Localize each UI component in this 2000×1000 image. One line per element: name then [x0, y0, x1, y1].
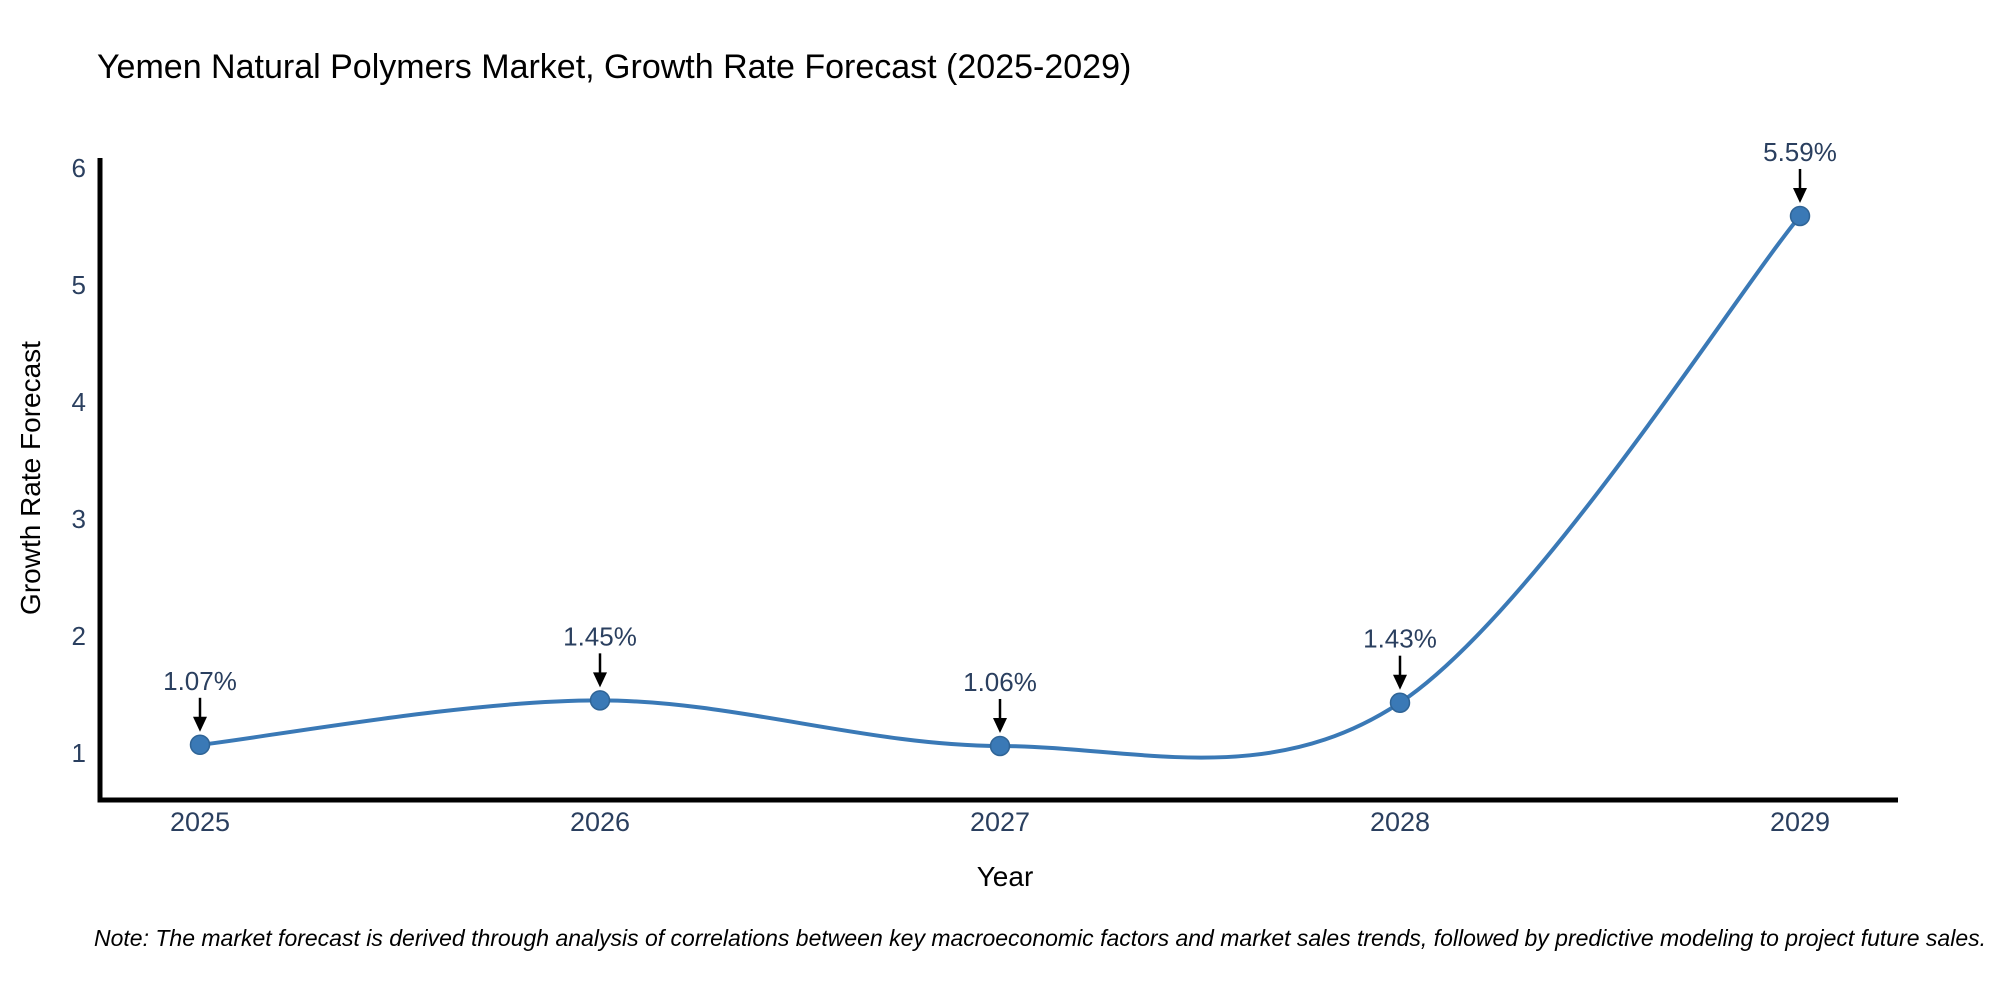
data-point-marker	[189, 734, 211, 756]
plot-area: 1 2 3 4 5 6 2025 2026 2027 2028 2029 1.07% 1.45% 1.06…	[72, 137, 1898, 837]
annotation-arrowhead	[1393, 674, 1407, 690]
y-tick-label: 4	[72, 387, 86, 417]
data-point-marker	[1389, 692, 1411, 713]
annotation-arrowhead	[593, 672, 607, 688]
annotation-arrowhead	[193, 716, 207, 732]
annotation-label: 1.45%	[563, 621, 637, 651]
annotation-label: 1.43%	[1363, 624, 1437, 654]
x-tick-label: 2029	[1770, 807, 1830, 837]
y-tick-label: 5	[72, 270, 86, 300]
annotation-label: 1.06%	[963, 667, 1037, 697]
annotation-arrowhead	[993, 717, 1007, 733]
data-point-marker	[989, 735, 1011, 757]
y-tick-label: 6	[72, 153, 86, 183]
series-line	[198, 213, 1802, 760]
annotation-label: 1.07%	[163, 666, 237, 696]
data-point-marker	[1789, 205, 1811, 227]
annotation-label: 5.59%	[1763, 137, 1837, 167]
x-tick-label: 2028	[1370, 807, 1430, 837]
x-tick-label: 2026	[570, 807, 630, 837]
annotation-arrowhead	[1793, 187, 1807, 203]
note-text: Note: The market forecast is derived thr…	[94, 925, 1986, 951]
y-tick-label: 3	[72, 504, 86, 534]
y-axis-title: Growth Rate Forecast	[15, 341, 46, 615]
chart-title: Yemen Natural Polymers Market, Growth Ra…	[97, 48, 1131, 86]
x-tick-label: 2025	[170, 807, 230, 837]
y-tick-label: 2	[72, 621, 86, 651]
y-tick-label: 1	[72, 738, 86, 768]
x-axis-title: Year	[977, 861, 1034, 892]
x-tick-label: 2027	[970, 807, 1030, 837]
data-point-marker	[589, 690, 611, 711]
